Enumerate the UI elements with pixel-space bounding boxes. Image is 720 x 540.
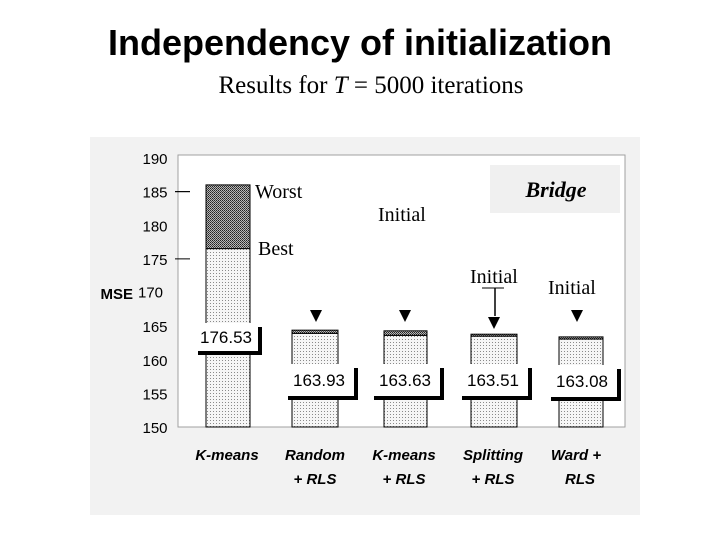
value-label: 176.53 <box>200 328 252 347</box>
category-label: + RLS <box>472 471 515 488</box>
annotation-best: Best <box>258 238 294 260</box>
y-tick-label: 170 <box>138 285 163 302</box>
bar-worst <box>291 329 339 334</box>
page-title: Independency of initialization <box>107 22 613 63</box>
initial-marker-icon <box>399 310 411 322</box>
y-tick-label: 155 <box>142 386 167 403</box>
y-axis-label: MSE <box>100 286 133 303</box>
subtitle-variable: T <box>333 72 348 99</box>
initial-marker-icon <box>571 310 583 322</box>
initial-marker-icon <box>310 310 322 322</box>
category-label: Ward + <box>551 447 601 464</box>
category-label: + RLS <box>294 471 337 488</box>
annotation-worst: Worst <box>255 181 303 203</box>
y-tick-label: 185 <box>142 185 167 202</box>
y-tick-label: 175 <box>142 252 167 269</box>
category-label: K-means <box>372 447 435 464</box>
bar-worst <box>470 333 518 337</box>
category-label: Random <box>285 447 345 464</box>
value-label: 163.08 <box>556 372 608 391</box>
value-label: 163.93 <box>293 371 345 390</box>
chart-title: Bridge <box>524 177 586 202</box>
page-subtitle: Results for T = 5000 iterations <box>0 72 720 100</box>
category-label: RLS <box>565 471 595 488</box>
category-label: + RLS <box>383 471 426 488</box>
value-label: 163.63 <box>379 371 431 390</box>
bar-worst <box>383 330 428 336</box>
value-label-box <box>194 323 258 351</box>
value-label-box <box>458 364 528 396</box>
annotation-initial: Initial <box>378 204 426 226</box>
category-label: K-means <box>195 447 258 464</box>
bar-worst <box>558 336 604 340</box>
subtitle-prefix: Results for <box>218 72 334 99</box>
category-label: Splitting <box>463 447 523 464</box>
y-tick-label: 190 <box>142 151 167 168</box>
annotation-initial: Initial <box>470 266 518 288</box>
y-tick-label: 160 <box>142 353 167 370</box>
bar-worst <box>205 184 251 250</box>
initial-marker-icon <box>488 317 500 329</box>
value-label-box <box>370 364 440 396</box>
subtitle-suffix: = 5000 iterations <box>347 72 524 99</box>
value-label: 163.51 <box>467 371 519 390</box>
y-tick-label: 150 <box>142 420 167 437</box>
chart-title-box <box>490 165 620 213</box>
annotation-initial: Initial <box>548 277 596 299</box>
value-label-box <box>547 365 617 397</box>
y-tick-label: 180 <box>142 218 167 235</box>
y-tick-label: 165 <box>142 319 167 336</box>
value-label-box <box>284 364 354 396</box>
